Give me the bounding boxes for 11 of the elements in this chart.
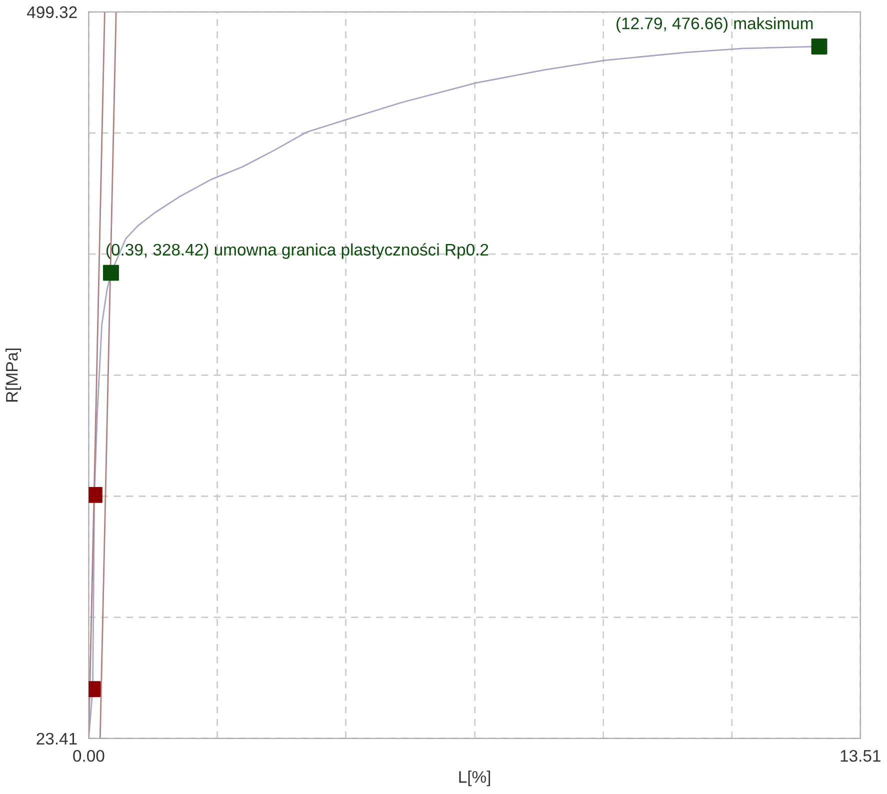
y-tick-label: 23.41 — [36, 732, 77, 745]
point — [811, 38, 828, 54]
x-tick-label: 13.51 — [840, 750, 880, 762]
y-axis-title: R[MPa] — [6, 348, 22, 402]
annotation: (0.39, 328.42) umowna granica plastyczności Rp0.2 — [106, 243, 488, 259]
y-tick-label: 499.32 — [27, 6, 77, 18]
x-tick-label: 0.00 — [73, 750, 104, 762]
x-axis-title: L[%] — [459, 770, 490, 786]
annotation: (12.79, 476.66) maksimum — [616, 17, 813, 33]
point — [103, 264, 119, 281]
point — [88, 486, 102, 503]
